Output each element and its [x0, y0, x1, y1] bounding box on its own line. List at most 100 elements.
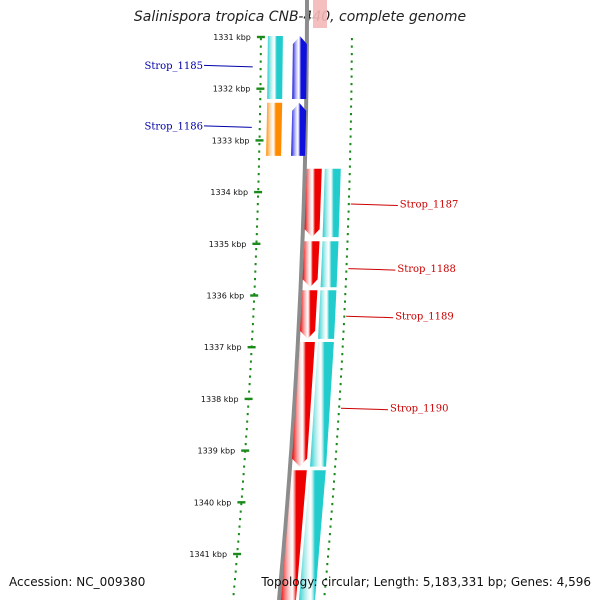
track-dot: [237, 540, 240, 543]
feature-strop-1187[interactable]: [304, 168, 341, 238]
feature-strop-1189[interactable]: [300, 290, 337, 339]
track-dot: [334, 458, 337, 461]
scale-tick-label: 1334 kbp: [210, 188, 248, 197]
scale-tick-mark: [252, 242, 261, 245]
genome-title: Salinispora tropica CNB-440, complete ge…: [133, 9, 467, 25]
label-leader: [348, 268, 396, 271]
track-dot: [257, 180, 260, 183]
track-dot: [256, 203, 259, 206]
cds-arrow: [291, 102, 307, 156]
track-dot: [259, 105, 262, 108]
track-dot: [331, 503, 334, 506]
track-dot: [350, 53, 353, 56]
track-dot: [240, 503, 243, 506]
track-dot: [328, 540, 331, 543]
track-dot: [345, 270, 348, 273]
scale-tick-label: 1339 kbp: [197, 447, 235, 456]
track-dot: [256, 210, 259, 213]
track-dot: [249, 360, 252, 363]
track-dot: [349, 120, 352, 123]
scale-tick-mark: [256, 87, 265, 90]
track-dot: [236, 548, 239, 551]
track-dot: [346, 248, 349, 251]
track-dot: [255, 233, 258, 236]
track-dot: [259, 113, 261, 116]
track-dot: [342, 330, 345, 333]
track-dot: [344, 300, 346, 303]
scale-tick-label: 1332 kbp: [213, 85, 251, 94]
track-dot: [254, 270, 257, 273]
track-dot: [250, 353, 253, 356]
track-dot: [233, 585, 236, 588]
track-dot: [349, 150, 352, 153]
track-dot: [239, 518, 242, 521]
track-dot: [251, 323, 254, 326]
track-dot: [327, 555, 329, 558]
feature-unnamed-6[interactable]: [280, 470, 326, 600]
track-dot: [254, 255, 257, 258]
feature-label[interactable]: Strop_1186: [144, 121, 203, 132]
feature-label[interactable]: Strop_1188: [397, 264, 456, 275]
track-dot: [237, 533, 240, 536]
track-dot: [255, 248, 258, 251]
track-dot: [350, 60, 353, 63]
scale-tick-label: 1337 kbp: [204, 343, 242, 352]
track-dot: [338, 405, 341, 408]
track-dot: [246, 420, 249, 423]
scale-tick-label: 1335 kbp: [209, 240, 247, 249]
track-dot: [254, 263, 257, 266]
scale-tick-mark: [233, 552, 242, 556]
cds-arrow: [280, 470, 307, 600]
feature-label[interactable]: Strop_1189: [395, 312, 454, 323]
scale-tick-mark: [237, 501, 246, 504]
gene-box: [322, 168, 341, 238]
track-dot: [234, 570, 237, 573]
feature-strop-1186[interactable]: [266, 102, 307, 156]
track-dot: [257, 188, 260, 191]
track-dot: [346, 233, 349, 236]
label-leader: [350, 203, 398, 206]
gene-box: [266, 102, 283, 156]
scale-tick-label: 1336 kbp: [206, 292, 244, 301]
track-dot: [256, 218, 259, 221]
track-dot: [256, 225, 258, 228]
track-dot: [246, 413, 249, 416]
track-dot: [349, 135, 352, 138]
track-dot: [236, 555, 238, 558]
track-dot: [259, 83, 262, 86]
label-leader: [203, 125, 252, 128]
track-dot: [333, 480, 335, 483]
gene-box: [320, 241, 339, 288]
track-dot: [257, 165, 260, 168]
feature-strop-1190[interactable]: [292, 342, 334, 467]
track-dot: [346, 240, 349, 243]
scale-tick-label: 1341 kbp: [189, 550, 227, 559]
track-dot: [335, 450, 338, 453]
track-dot: [259, 60, 262, 63]
track-dot: [341, 353, 344, 356]
track-dot: [340, 368, 343, 371]
feature-label[interactable]: Strop_1185: [144, 61, 203, 72]
scale-tick-mark: [250, 294, 259, 297]
track-dot: [323, 593, 326, 596]
track-dot: [345, 263, 348, 266]
feature-label[interactable]: Strop_1187: [400, 200, 459, 211]
feature-labels: Strop_1185 Strop_1186 Strop_1187 Strop_1188…: [144, 61, 458, 415]
label-leader: [203, 64, 253, 68]
track-dot: [344, 293, 347, 296]
track-dot: [248, 390, 251, 393]
track-dot: [330, 510, 333, 513]
track-dot: [332, 488, 335, 491]
feature-strop-1188[interactable]: [302, 241, 339, 288]
cds-arrow: [292, 342, 315, 467]
cds-arrow: [292, 36, 307, 99]
track-dot: [342, 323, 345, 326]
track-dot: [258, 150, 261, 153]
track-dot: [336, 435, 339, 438]
scale-tick-label: 1338 kbp: [201, 395, 239, 404]
feature-label[interactable]: Strop_1190: [390, 404, 449, 415]
feature-strop-1185[interactable]: [267, 36, 307, 99]
track-dot: [251, 338, 254, 341]
track-dot: [331, 495, 334, 498]
